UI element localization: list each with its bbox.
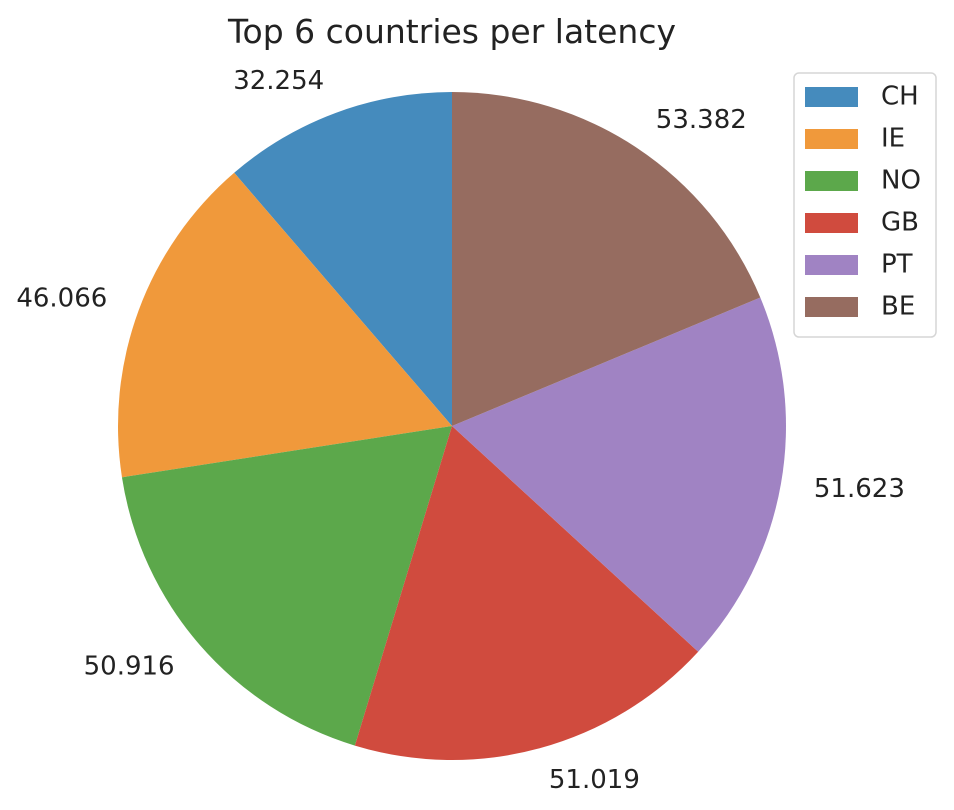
legend-label-ch: CH (881, 82, 919, 112)
pie-slices (118, 92, 786, 760)
pie-slice-be (452, 92, 761, 426)
chart-title: Top 6 countries per latency (227, 12, 676, 51)
legend-swatch-gb (805, 213, 858, 233)
pie-value-label-no: 50.916 (84, 651, 175, 681)
pie-slice-no (121, 426, 452, 746)
pie-value-label-be: 53.382 (656, 105, 747, 135)
legend-label-pt: PT (881, 250, 913, 280)
pie-slice-gb (354, 426, 699, 760)
legend-swatch-ie (805, 129, 858, 149)
legend-label-ie: IE (881, 124, 905, 154)
legend-swatch-ch (805, 87, 858, 107)
pie-value-label-ie: 46.066 (16, 284, 107, 314)
legend-swatch-be (805, 297, 858, 317)
legend-swatch-pt (805, 255, 858, 275)
legend: CH IE NO GB PT BE (793, 72, 937, 338)
legend-swatch-no (805, 171, 858, 191)
pie-slice-ch (234, 92, 452, 426)
legend-label-no: NO (881, 166, 921, 196)
pie-value-label-gb: 51.019 (549, 765, 640, 795)
legend-label-gb: GB (881, 208, 919, 238)
pie-slice-pt (452, 297, 786, 652)
pie-value-labels: 32.254 46.066 50.916 51.019 51.623 53.382 (16, 66, 905, 795)
legend-label-be: BE (881, 292, 915, 322)
pie-slice-ie (118, 172, 453, 478)
pie-value-label-ch: 32.254 (233, 66, 324, 96)
pie-value-label-pt: 51.623 (814, 474, 905, 504)
